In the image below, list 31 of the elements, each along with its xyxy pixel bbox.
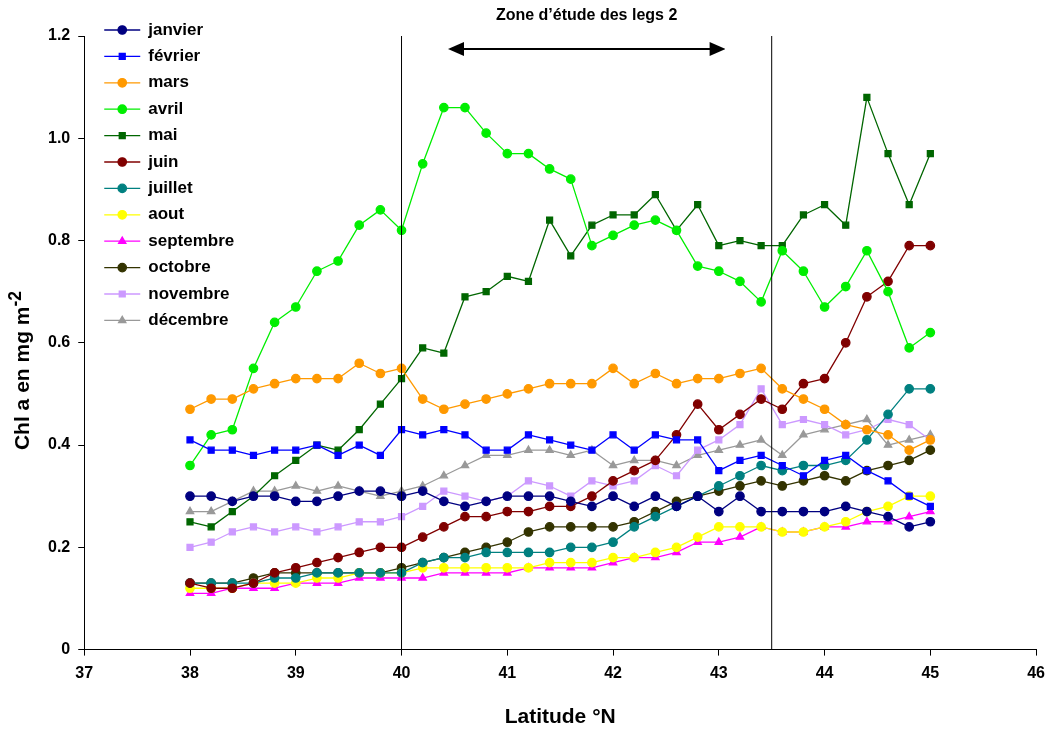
y-tick-label: 0.6: [47, 333, 71, 351]
x-tick-label: 39: [286, 663, 305, 681]
x-tick-label: 38: [181, 663, 199, 681]
legend-label: novembre: [148, 283, 230, 303]
legend-label: décembre: [148, 310, 229, 330]
x-tick-label: 46: [1027, 663, 1046, 681]
legend-label: avril: [148, 98, 184, 118]
x-tick-label: 42: [604, 663, 623, 681]
y-tick-label: 0.8: [47, 230, 71, 248]
x-tick-label: 37: [75, 663, 94, 681]
y-tick-label: 0.4: [47, 435, 71, 453]
legend-label: juin: [147, 151, 179, 171]
x-tick-label: 41: [498, 663, 517, 681]
legend-label: octobre: [148, 257, 211, 277]
y-tick-label: 1.2: [47, 26, 71, 44]
legend-label: mai: [148, 125, 178, 145]
legend-label: mars: [148, 72, 189, 92]
legend-label: aout: [148, 204, 185, 224]
legend-label: janvier: [147, 19, 204, 39]
legend-label: février: [148, 46, 201, 66]
x-axis-title: Latitude °N: [504, 704, 616, 728]
x-tick-label: 45: [921, 663, 940, 681]
x-tick-label: 40: [392, 663, 411, 681]
y-tick-label: 1.0: [47, 128, 71, 146]
y-tick-label: 0: [61, 640, 71, 658]
x-tick-label: 43: [709, 663, 728, 681]
y-tick-label: 0.2: [47, 537, 71, 555]
legend-label: juillet: [147, 178, 193, 198]
text: Zone d’étude des legs 2: [495, 6, 678, 24]
x-tick-label: 44: [815, 663, 834, 681]
legend-label: septembre: [148, 230, 235, 250]
